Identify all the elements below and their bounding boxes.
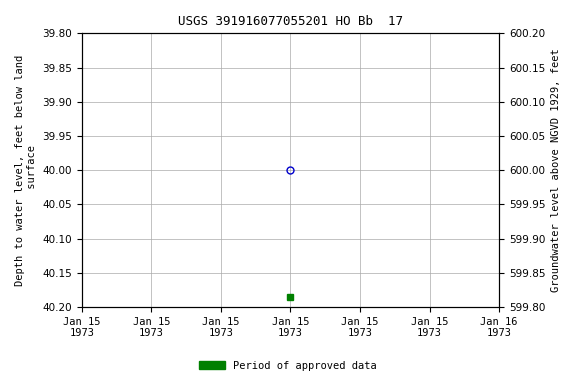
Y-axis label: Depth to water level, feet below land
 surface: Depth to water level, feet below land su… (15, 55, 37, 286)
Legend: Period of approved data: Period of approved data (195, 357, 381, 375)
Title: USGS 391916077055201 HO Bb  17: USGS 391916077055201 HO Bb 17 (178, 15, 403, 28)
Y-axis label: Groundwater level above NGVD 1929, feet: Groundwater level above NGVD 1929, feet (551, 48, 561, 292)
